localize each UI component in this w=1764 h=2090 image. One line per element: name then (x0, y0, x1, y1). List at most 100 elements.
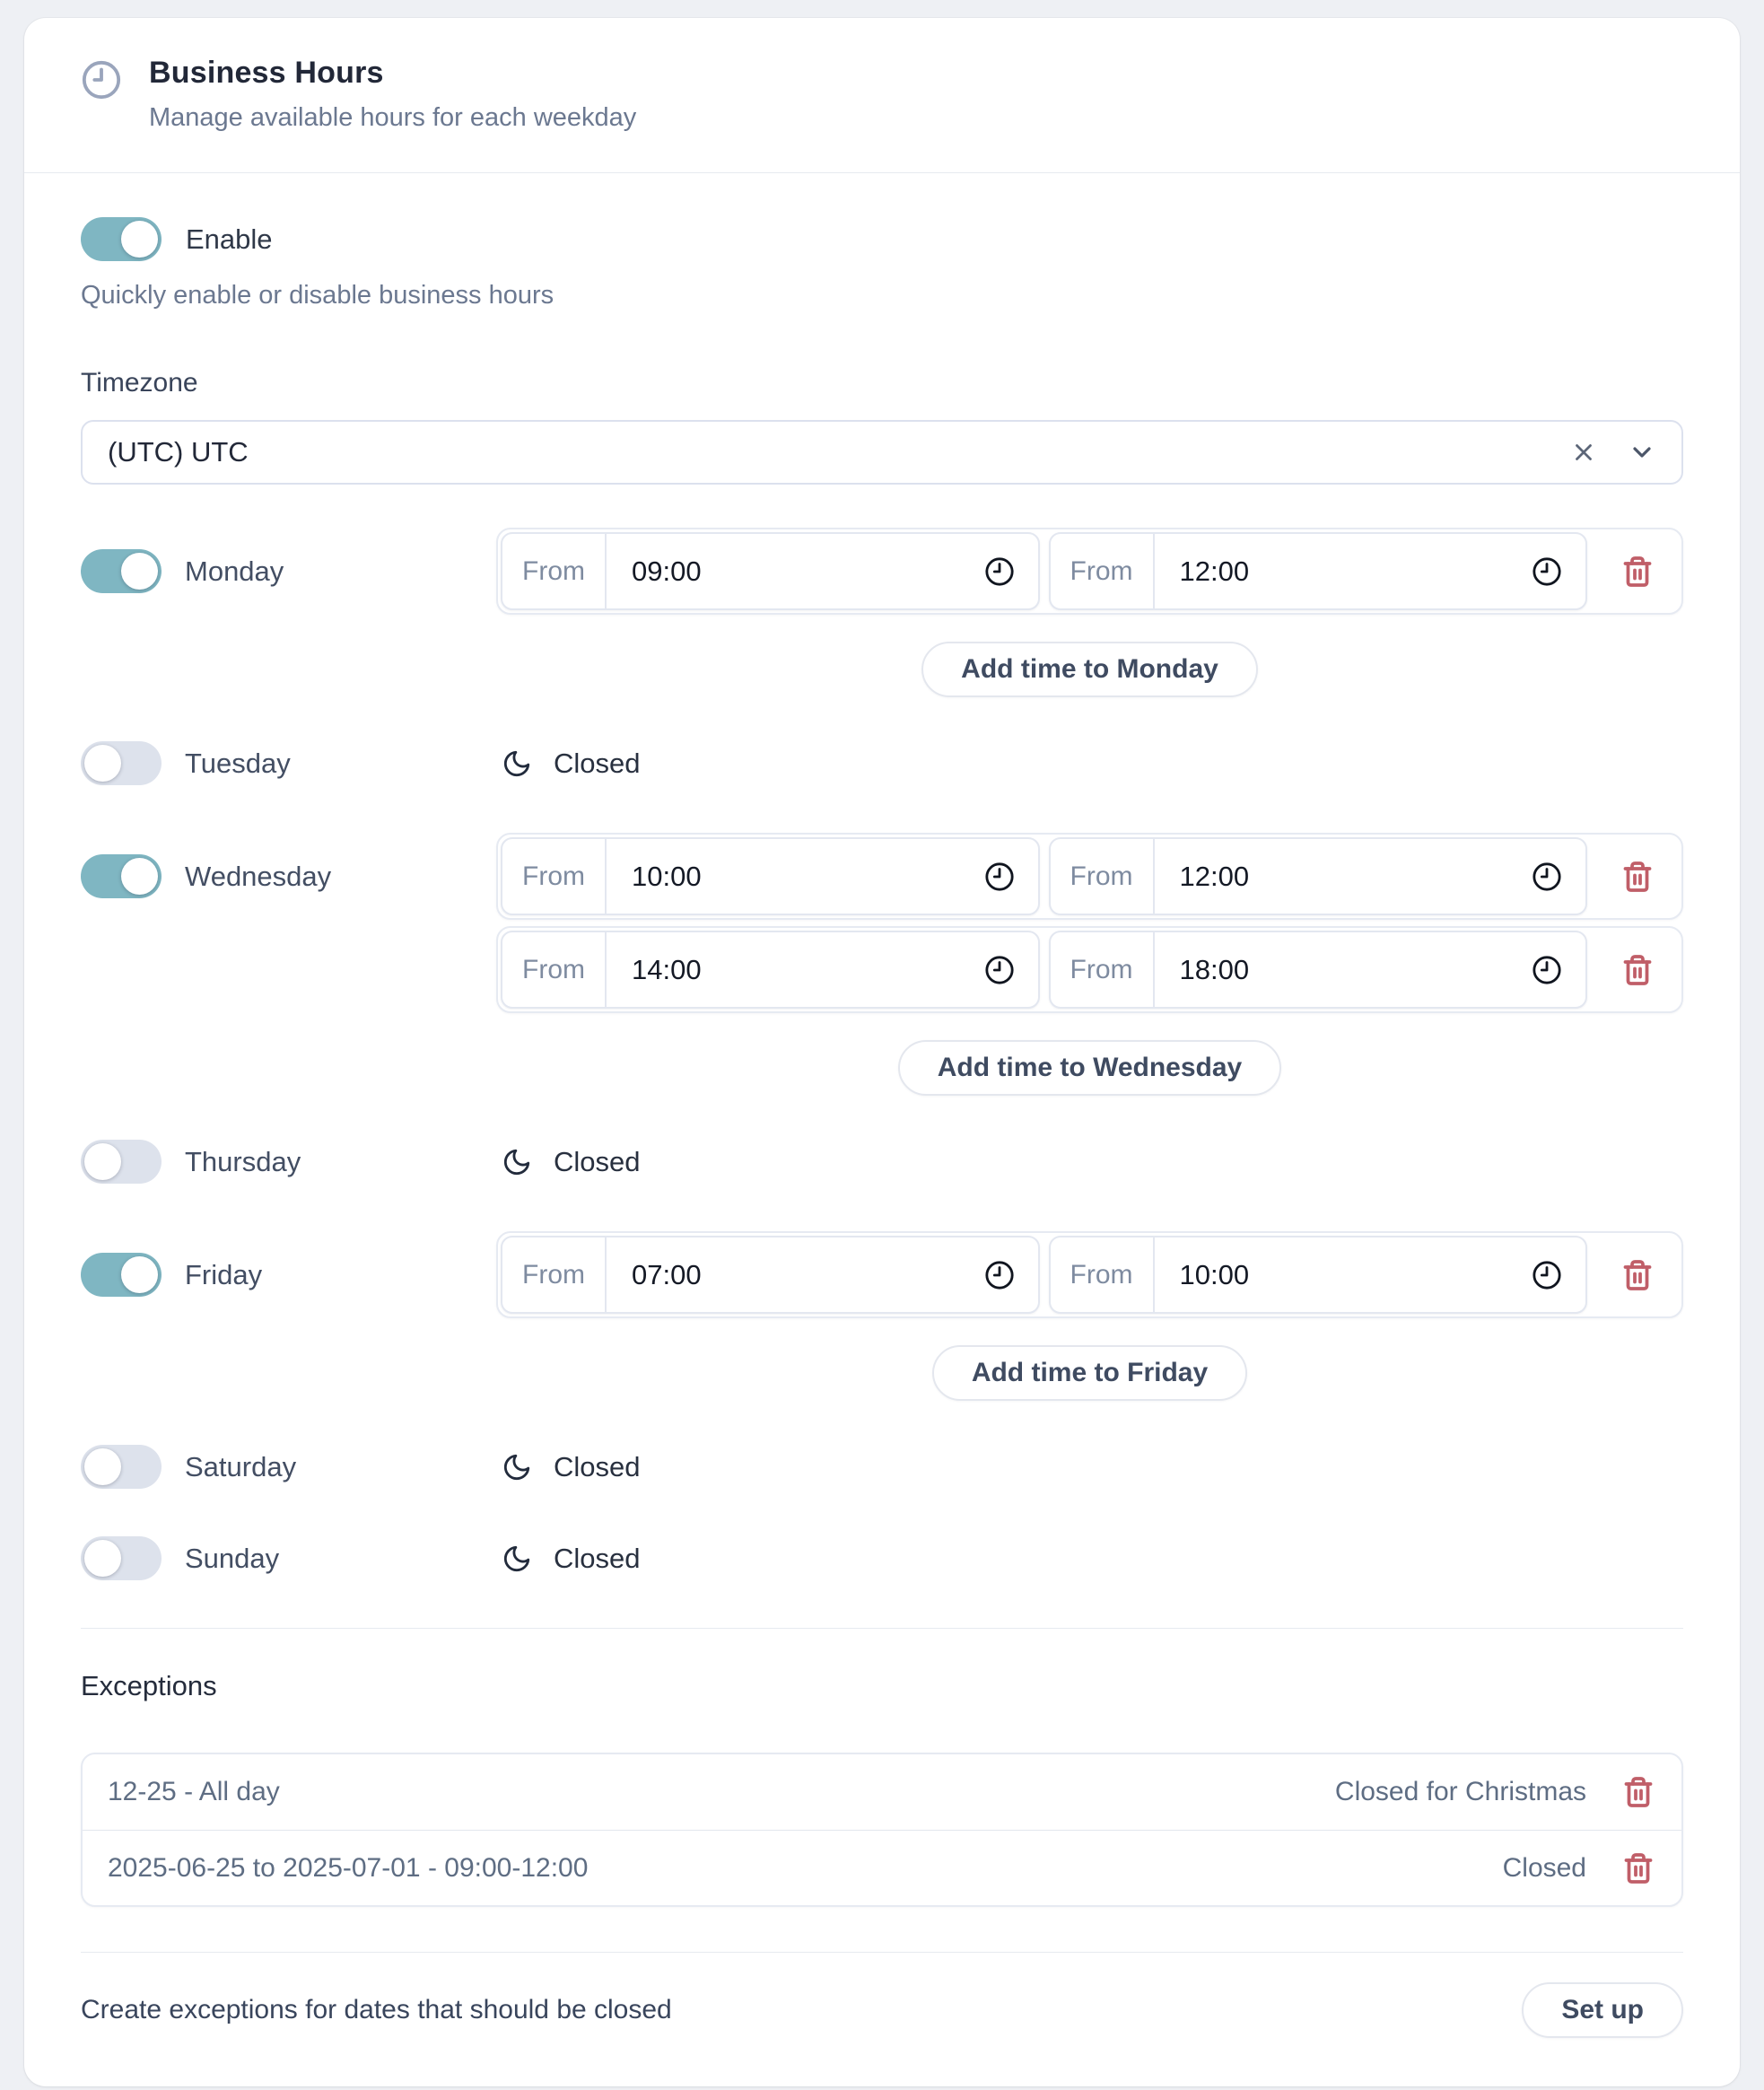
wednesday-range1-start-input[interactable]: From 10:00 (501, 837, 1040, 915)
exceptions-footer-text: Create exceptions for dates that should … (81, 1995, 672, 2024)
sunday-closed-indicator: Closed (496, 1543, 1683, 1575)
day-left-wednesday: Wednesday (81, 833, 496, 1096)
wednesday-range2-start-input[interactable]: From 14:00 (501, 931, 1040, 1009)
day-label-wednesday: Wednesday (185, 861, 332, 892)
clock-icon (1532, 955, 1562, 985)
monday-range1-start-input[interactable]: From 09:00 (501, 532, 1040, 610)
clock-icon (984, 955, 1015, 985)
day-row-monday: Monday From 09:00 From 12:00 Add time to Mond… (81, 528, 1683, 697)
clear-x-icon[interactable] (1570, 439, 1597, 466)
day-label-sunday: Sunday (185, 1542, 280, 1574)
wednesday-time-row-2: From 14:00 From 18:00 (496, 926, 1683, 1013)
thursday-toggle[interactable] (81, 1140, 162, 1184)
moon-icon (502, 1543, 532, 1574)
exception-row-1: 12-25 - All day Closed for Christmas (83, 1754, 1681, 1830)
day-row-friday: Friday From 07:00 From 10:00 Add time to Frid… (81, 1231, 1683, 1401)
toggle-knob (121, 553, 158, 590)
friday-range1-end-input[interactable]: From 10:00 (1048, 1236, 1587, 1314)
day-left-thursday: Thursday (81, 1140, 496, 1184)
friday-range1-start-input[interactable]: From 07:00 (501, 1236, 1040, 1314)
friday-time-rows: From 07:00 From 10:00 (496, 1231, 1683, 1318)
day-right-friday: From 07:00 From 10:00 Add time to Friday (496, 1231, 1683, 1401)
saturday-closed-indicator: Closed (496, 1451, 1683, 1483)
monday-time-row-1: From 09:00 From 12:00 (496, 528, 1683, 615)
add-time-to-wednesday-button[interactable]: Add time to Wednesday (897, 1040, 1282, 1096)
friday-toggle[interactable] (81, 1253, 162, 1297)
weekday-list: Monday From 09:00 From 12:00 Add time to Mond… (81, 528, 1683, 1580)
timezone-section: Timezone (UTC) UTC (81, 368, 1683, 485)
divider (81, 1952, 1683, 1953)
toggle-knob (121, 221, 158, 258)
clock-icon (1532, 1260, 1562, 1290)
time-value: 12:00 (1179, 555, 1250, 587)
moon-icon (502, 1452, 532, 1482)
day-row-tuesday: Tuesday Closed (81, 741, 1683, 785)
saturday-toggle[interactable] (81, 1445, 162, 1489)
add-time-to-friday-button[interactable]: Add time to Friday (931, 1345, 1248, 1401)
time-value: 07:00 (632, 1258, 702, 1290)
toggle-knob (84, 1448, 121, 1485)
chevron-down-icon[interactable] (1628, 438, 1656, 467)
add-time-to-monday-button[interactable]: Add time to Monday (921, 642, 1258, 697)
day-left-sunday: Sunday (81, 1536, 496, 1580)
timezone-label: Timezone (81, 368, 198, 398)
wednesday-range2-end-input[interactable]: From 18:00 (1048, 931, 1587, 1009)
clock-icon (984, 1260, 1015, 1290)
set-up-exceptions-button[interactable]: Set up (1522, 1982, 1683, 2038)
page-subtitle: Manage available hours for each weekday (149, 103, 637, 132)
wednesday-range2-delete-button[interactable] (1596, 931, 1679, 1009)
toggle-knob (84, 1540, 121, 1577)
exception-row-2: 2025-06-25 to 2025-07-01 - 09:00-12:00 Cl… (83, 1830, 1681, 1905)
toggle-knob (84, 745, 121, 782)
time-prefix-label: From (1051, 839, 1155, 914)
page-title: Business Hours (149, 56, 384, 90)
time-prefix-label: From (502, 1237, 607, 1312)
time-value: 12:00 (1179, 860, 1250, 892)
wednesday-toggle[interactable] (81, 854, 162, 898)
friday-range1-delete-button[interactable] (1596, 1236, 1679, 1314)
exception-1-delete-button[interactable] (1610, 1763, 1667, 1821)
add-time-row: Add time to Friday (496, 1345, 1683, 1401)
wednesday-time-rows: From 10:00 From 12:00 From 14:00 From 18:00 (496, 833, 1683, 1013)
monday-toggle[interactable] (81, 549, 162, 593)
time-prefix-label: From (502, 534, 607, 608)
wednesday-range1-end-input[interactable]: From 12:00 (1048, 837, 1587, 915)
sunday-toggle[interactable] (81, 1536, 162, 1580)
exception-2-delete-button[interactable] (1610, 1840, 1667, 1897)
clock-icon (82, 60, 121, 100)
clock-icon (984, 556, 1015, 587)
closed-label: Closed (554, 1542, 641, 1574)
day-row-saturday: Saturday Closed (81, 1445, 1683, 1489)
exceptions-list: 12-25 - All day Closed for Christmas 2025-… (81, 1753, 1683, 1907)
toggle-knob (84, 1143, 121, 1180)
enable-toggle[interactable] (81, 217, 162, 261)
exception-period: 2025-06-25 to 2025-07-01 - 09:00-12:00 (108, 1852, 589, 1883)
day-row-wednesday: Wednesday From 10:00 From 12:00 From 14:00 From… (81, 833, 1683, 1096)
monday-range1-end-input[interactable]: From 12:00 (1048, 532, 1587, 610)
toggle-knob (121, 858, 158, 895)
moon-icon (502, 1147, 532, 1177)
wednesday-time-row-1: From 10:00 From 12:00 (496, 833, 1683, 920)
wednesday-range1-delete-button[interactable] (1596, 837, 1679, 915)
time-prefix-label: From (1051, 1237, 1155, 1312)
thursday-closed-indicator: Closed (496, 1146, 1683, 1178)
day-label-thursday: Thursday (185, 1145, 301, 1177)
closed-label: Closed (554, 747, 641, 779)
day-left-tuesday: Tuesday (81, 741, 496, 785)
monday-range1-delete-button[interactable] (1596, 532, 1679, 610)
exceptions-footer: Create exceptions for dates that should … (81, 1982, 1683, 2086)
day-label-tuesday: Tuesday (185, 747, 291, 779)
day-row-thursday: Thursday Closed (81, 1140, 1683, 1184)
enable-section: Enable Quickly enable or disable busines… (81, 217, 1683, 310)
time-prefix-label: From (1051, 534, 1155, 608)
tuesday-closed-indicator: Closed (496, 748, 1683, 780)
moon-icon (502, 748, 532, 779)
time-value: 14:00 (632, 953, 702, 985)
day-right-tuesday: Closed (496, 748, 1683, 780)
day-left-saturday: Saturday (81, 1445, 496, 1489)
tuesday-toggle[interactable] (81, 741, 162, 785)
clock-icon (1532, 861, 1562, 892)
timezone-value: (UTC) UTC (108, 436, 249, 468)
timezone-select[interactable]: (UTC) UTC (81, 420, 1683, 485)
time-prefix-label: From (502, 932, 607, 1007)
